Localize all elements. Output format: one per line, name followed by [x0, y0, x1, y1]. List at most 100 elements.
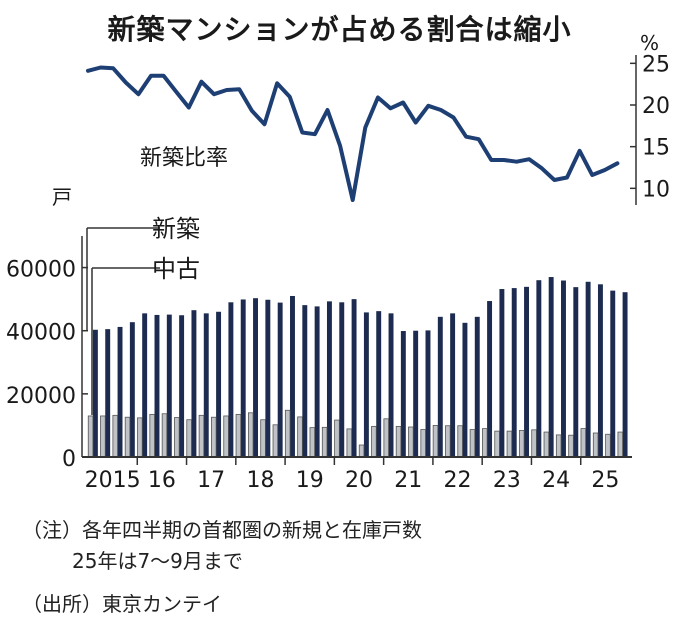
bar-new [166, 314, 172, 457]
bar-new [487, 301, 493, 457]
bar-left-axis: 0 20000 40000 60000 [6, 236, 88, 472]
source-note: （出所）東京カンテイ [22, 592, 222, 616]
bar-used [531, 429, 537, 458]
x-tick-label: 16 [148, 468, 176, 493]
bar-used [408, 426, 414, 458]
bar-new [524, 286, 529, 457]
bar-used [309, 427, 316, 458]
bar-new [536, 280, 542, 457]
bar-new [191, 310, 197, 457]
bar-used [321, 426, 328, 458]
bar-plot [87, 277, 628, 458]
bar-new [142, 313, 148, 457]
x-tick-label: 25 [591, 468, 619, 493]
line-axis-tick-label: 20 [642, 94, 670, 119]
bar-used [211, 416, 217, 458]
bar-new [573, 287, 579, 457]
bar-new [253, 298, 258, 457]
bar-used [580, 428, 587, 458]
bar-used [482, 428, 488, 458]
bar-new [462, 322, 468, 457]
bar-new [179, 315, 185, 457]
bar-unit-label: 戸 [52, 185, 72, 209]
bar-used [420, 429, 426, 458]
bar-new [92, 329, 98, 457]
bar-new [585, 281, 591, 457]
bar-used [432, 425, 439, 458]
bar-used [223, 415, 229, 458]
legend-label-used: 中古 [152, 255, 200, 283]
bar-used [100, 415, 106, 458]
x-tick-label: 24 [542, 468, 570, 493]
bar-used [198, 414, 205, 458]
bar-new [450, 313, 456, 457]
bar-new [216, 311, 222, 457]
x-tick-label: 23 [493, 468, 521, 493]
bar-new [376, 311, 382, 457]
bar-used [494, 430, 500, 458]
bar-used [260, 419, 266, 458]
bar-new [277, 302, 283, 457]
line-axis-tick-label: 10 [642, 177, 670, 202]
bar-used [383, 418, 389, 458]
bar-used [247, 412, 254, 458]
bar-used [284, 409, 291, 458]
bar-used [592, 432, 599, 458]
bar-used [457, 425, 463, 458]
bar-used [186, 419, 192, 458]
bar-used [235, 413, 242, 458]
bar-new [129, 322, 135, 457]
bar-used [555, 434, 562, 458]
bar-used [568, 434, 574, 458]
bar-used [445, 425, 451, 458]
bar-used [161, 413, 168, 458]
line-right-axis: 10 15 20 25 [630, 52, 670, 205]
line-series-label: 新築比率 [140, 146, 228, 171]
bar-new [203, 313, 209, 457]
x-tick-label: 22 [444, 468, 472, 493]
bar-used [518, 430, 525, 458]
bar-used [358, 444, 365, 458]
bar-new [561, 280, 566, 457]
bar-used [174, 417, 180, 458]
bar-new [363, 312, 369, 457]
bar-used [469, 429, 476, 458]
bar-new [622, 292, 628, 457]
x-tick-label: 17 [197, 468, 225, 493]
bar-used [605, 433, 611, 458]
note-line-2: 25年は7～9月まで [72, 549, 243, 573]
bar-new [117, 326, 123, 457]
x-tick-label: 18 [246, 468, 274, 493]
bar-used [346, 428, 353, 458]
bar-new [400, 331, 406, 457]
bar-used [112, 414, 118, 458]
bar-used [149, 413, 155, 458]
bar-axis-tick-label: 0 [62, 447, 76, 472]
bar-new [499, 289, 505, 457]
bar-new [105, 329, 111, 457]
bar-used [617, 431, 624, 458]
x-tick-label: 19 [296, 468, 324, 493]
bar-new [548, 277, 554, 457]
bar-new [425, 330, 431, 457]
legend-leader-used [91, 267, 160, 415]
legend-label-new: 新築 [152, 215, 200, 243]
bar-new [154, 314, 160, 457]
bar-new [314, 306, 320, 457]
bar-new [290, 295, 295, 457]
bar-new [511, 288, 517, 457]
line-plot [86, 65, 620, 202]
x-tick-label: 20 [345, 468, 373, 493]
note-line-1: （注）各年四半期の首都圏の新規と在庫戸数 [22, 518, 422, 542]
bar-new [597, 284, 603, 457]
bar-new [388, 313, 394, 457]
line-unit-label: % [640, 31, 659, 55]
bar-used [87, 415, 94, 458]
bar-used [272, 424, 279, 458]
bar-legend: 新築 中古 [86, 215, 200, 415]
bar-used [124, 416, 131, 458]
bar-new [326, 301, 332, 457]
bar-used [371, 425, 377, 458]
legend-leader-new [86, 227, 160, 330]
bar-new [610, 290, 616, 457]
